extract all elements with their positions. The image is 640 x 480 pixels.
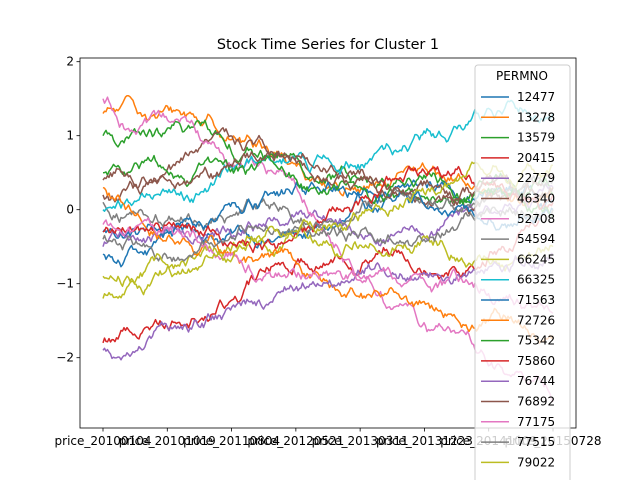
legend-label: 71563 [517, 293, 555, 307]
y-tick-label: −1 [56, 277, 74, 291]
legend-label: 75860 [517, 354, 555, 368]
y-tick-label: 0 [66, 203, 74, 217]
chart-title: Stock Time Series for Cluster 1 [217, 37, 439, 53]
y-tick-label: −2 [56, 351, 74, 365]
x-tick-label: price_20101019 [119, 434, 216, 448]
legend-label: 52708 [517, 212, 555, 226]
y-tick-label: 1 [66, 129, 74, 143]
x-tick-label: price_20100104 [55, 434, 152, 448]
legend-label: 12477 [517, 90, 555, 104]
legend-label: 77175 [517, 415, 555, 429]
y-axis: −2 −1 0 1 2 [56, 55, 80, 365]
legend-title: PERMNO [496, 69, 548, 83]
legend-label: 22779 [517, 171, 555, 185]
x-tick-label: price_20130311 [312, 434, 409, 448]
legend-label: 72726 [517, 313, 555, 327]
x-tick-label: price_20131223 [376, 434, 473, 448]
legend-label: 66325 [517, 273, 555, 287]
legend-label: 77515 [517, 435, 555, 449]
legend-box [474, 64, 571, 480]
legend-label: 54594 [517, 232, 555, 246]
legend-label: 13278 [517, 110, 555, 124]
legend-label: 66245 [517, 252, 555, 266]
plot-frame [79, 57, 577, 429]
legend-label: 76892 [517, 395, 555, 409]
y-tick-label: 2 [66, 55, 74, 69]
x-tick-label: price_20110804 [183, 434, 280, 448]
legend-label: 20415 [517, 151, 555, 165]
legend-label: 13579 [517, 131, 555, 145]
legend-label: 75342 [517, 334, 555, 348]
legend-label: 46340 [517, 192, 555, 206]
x-tick-label: price_20120521 [247, 434, 344, 448]
x-axis: price_20100104price_20101019price_201108… [55, 428, 601, 448]
legend-label: 79022 [517, 455, 555, 469]
legend-label: 76744 [517, 374, 555, 388]
legend: PERMNO 12477 13278 13579 20415 22779 46340 527… [474, 64, 571, 480]
